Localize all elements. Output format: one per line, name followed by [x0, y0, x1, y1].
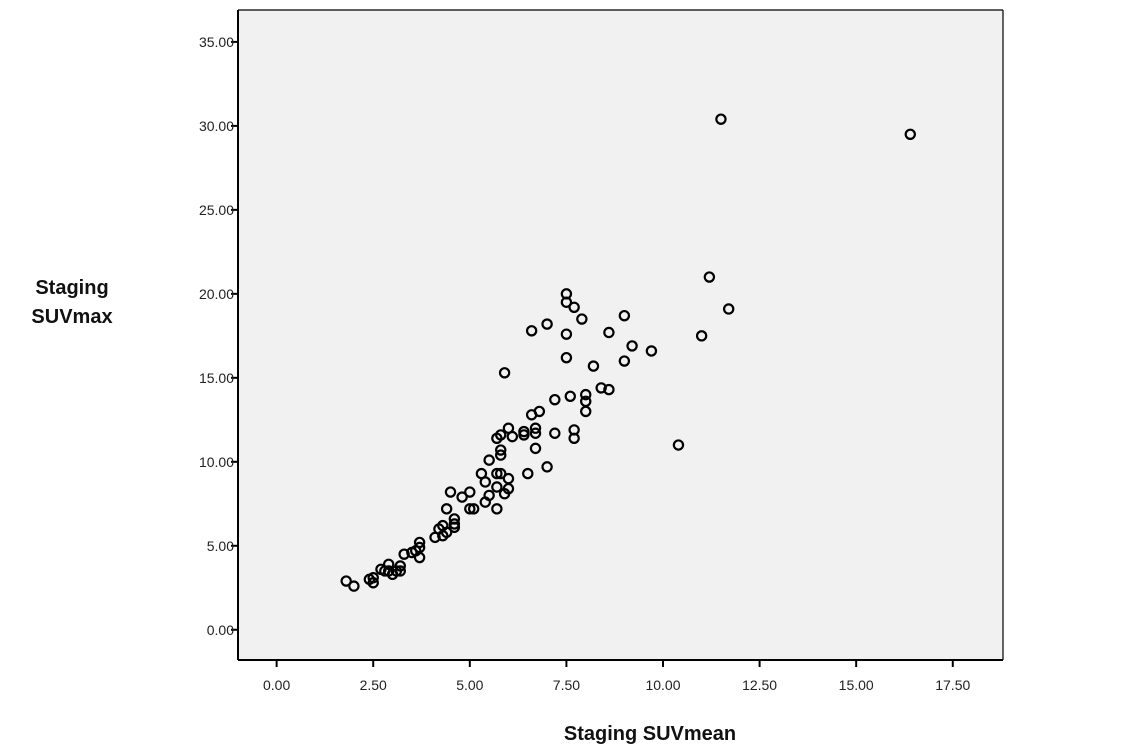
x-tick-label: 7.50: [553, 677, 580, 693]
data-point: [464, 503, 476, 515]
data-point: [560, 328, 573, 340]
x-tick-label: 12.50: [742, 677, 777, 693]
data-point: [695, 330, 708, 342]
data-point: [456, 491, 468, 503]
data-point: [495, 429, 507, 441]
y-tick-label: 35.00: [199, 34, 234, 50]
data-point: [626, 340, 638, 352]
data-point: [672, 439, 685, 451]
data-point: [560, 296, 573, 308]
data-point: [413, 551, 426, 564]
x-tick-label: 10.00: [645, 677, 680, 693]
data-point: [525, 325, 538, 337]
data-point: [533, 405, 546, 418]
y-tick-label: 10.00: [199, 454, 234, 470]
data-point: [529, 442, 542, 455]
data-point: [904, 128, 916, 140]
plot-area: [238, 10, 1003, 660]
data-point: [595, 382, 607, 394]
data-point: [587, 360, 600, 372]
y-tick-label: 25.00: [199, 202, 234, 218]
data-point: [549, 427, 561, 439]
data-point: [722, 303, 735, 315]
x-tick-label: 5.00: [456, 677, 483, 693]
data-point: [448, 521, 461, 534]
data-point: [440, 503, 453, 515]
data-point: [618, 355, 631, 367]
data-point: [580, 405, 592, 418]
data-point: [491, 481, 503, 493]
x-axis-ticks: 0.00 2.50 5.00 7.50 10.00 12.50 15.00 17.50: [263, 660, 970, 693]
data-point: [495, 444, 507, 456]
y-tick-label: 20.00: [199, 286, 234, 302]
data-point: [529, 422, 542, 434]
data-point: [502, 482, 515, 495]
data-point: [506, 430, 519, 443]
data-point: [483, 454, 495, 466]
y-axis-title-line-2: SUVmax: [31, 306, 112, 328]
data-point: [715, 113, 727, 125]
x-tick-label: 15.00: [839, 677, 874, 693]
data-point: [549, 393, 561, 406]
y-axis-title-line-1: Staging: [35, 277, 108, 299]
y-tick-label: 30.00: [199, 118, 234, 134]
data-point: [479, 476, 491, 488]
data-point: [491, 503, 503, 515]
data-point: [367, 572, 379, 584]
data-point: [603, 383, 615, 396]
y-axis-ticks: 0.00 5.00 10.00 15.00 20.00 25.00 30.00 35.00: [199, 34, 238, 638]
data-point: [467, 503, 480, 515]
data-point: [703, 271, 716, 283]
x-tick-label: 0.00: [263, 677, 290, 693]
data-point: [464, 486, 476, 498]
data-point: [576, 313, 588, 325]
data-point: [495, 467, 507, 480]
data-point: [348, 580, 360, 592]
data-point: [541, 461, 553, 473]
data-point: [483, 489, 495, 502]
data-point: [541, 318, 553, 330]
data-point: [491, 467, 503, 480]
data-point: [367, 577, 379, 589]
data-point: [560, 351, 573, 364]
x-tick-label: 17.50: [935, 677, 970, 693]
data-point: [440, 526, 453, 539]
data-point: [529, 427, 542, 439]
data-point: [413, 536, 426, 549]
data-point: [495, 449, 507, 461]
data-point: [398, 548, 410, 560]
x-tick-label: 2.50: [360, 677, 387, 693]
data-point: [568, 301, 580, 313]
data-point: [564, 390, 576, 403]
y-tick-label: 15.00: [199, 370, 234, 386]
y-tick-label: 0.00: [207, 622, 234, 638]
data-point: [580, 388, 592, 401]
data-point: [645, 345, 658, 357]
data-point: [444, 486, 457, 498]
y-tick-label: 5.00: [207, 538, 234, 554]
data-point: [603, 326, 615, 339]
data-point: [498, 367, 511, 379]
data-point: [394, 565, 406, 577]
x-axis-title: Staging SUVmean: [564, 723, 736, 745]
data-point: [568, 432, 580, 444]
data-points: [340, 113, 916, 592]
data-point: [340, 575, 352, 587]
data-point: [522, 467, 534, 480]
data-point: [382, 558, 395, 570]
data-point: [618, 309, 631, 322]
data-point: [394, 560, 406, 572]
data-point: [518, 429, 530, 441]
